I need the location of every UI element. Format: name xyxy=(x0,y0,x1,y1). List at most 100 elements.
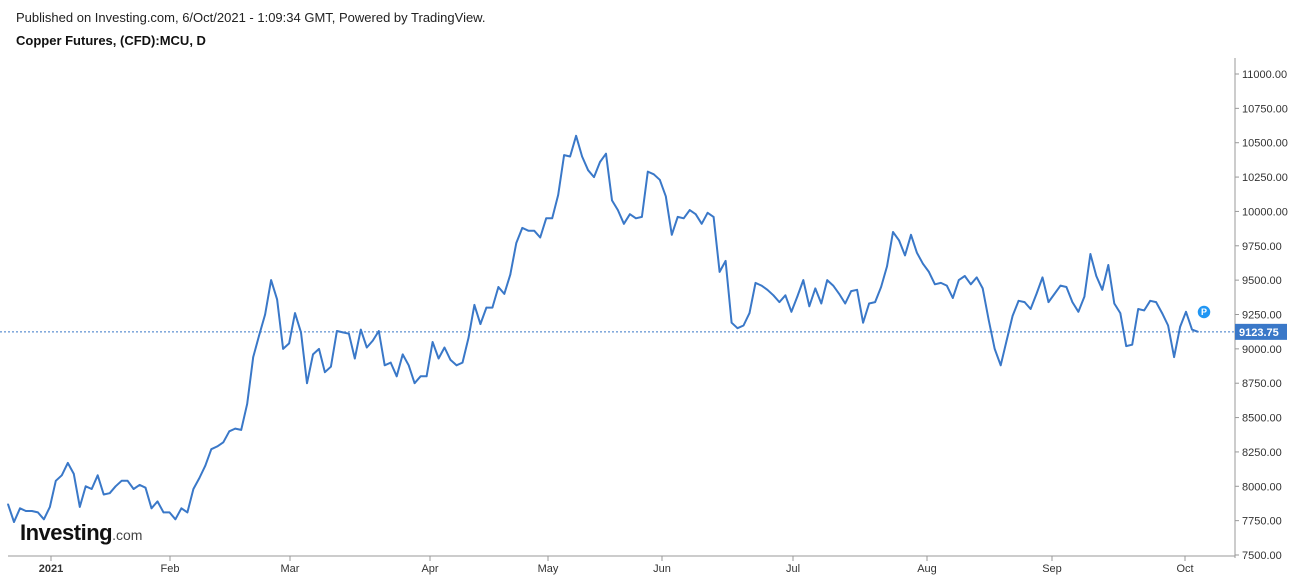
series-point xyxy=(126,480,129,482)
series-point xyxy=(659,179,661,181)
marker-label[interactable]: P xyxy=(1201,307,1207,317)
series-point xyxy=(288,342,290,345)
series-point xyxy=(916,251,918,254)
series-point xyxy=(162,511,165,514)
x-axis: 2021 Feb Mar Apr May Jun Jul Aug Sep Oct xyxy=(8,555,1235,575)
series-points xyxy=(7,135,1199,523)
series-point xyxy=(1161,312,1163,314)
series-point xyxy=(282,348,284,350)
series-point xyxy=(49,506,51,508)
series-point xyxy=(892,231,894,233)
series-point xyxy=(90,488,93,490)
series-point xyxy=(671,234,673,236)
series-point xyxy=(539,236,541,239)
series-point xyxy=(832,284,834,287)
series-point xyxy=(754,282,757,284)
series-point xyxy=(629,213,631,215)
x-tick-label: Oct xyxy=(1176,563,1193,575)
series-point xyxy=(37,511,39,514)
chart-symbol-title: Copper Futures, (CFD):MCU, D xyxy=(16,33,206,48)
series-point xyxy=(1149,300,1151,302)
series-point xyxy=(964,275,966,277)
series-point xyxy=(563,154,565,156)
series-point xyxy=(898,239,900,242)
series-point xyxy=(599,161,601,163)
series-point xyxy=(312,353,314,356)
series-point xyxy=(665,195,667,198)
series-point xyxy=(19,507,21,510)
series-point xyxy=(198,477,201,479)
series-point xyxy=(922,262,924,265)
series-point xyxy=(718,271,721,273)
series-point xyxy=(240,429,242,431)
marker-circle[interactable] xyxy=(1196,304,1212,320)
series-point xyxy=(928,271,930,273)
series-point xyxy=(84,485,87,488)
series-point xyxy=(575,135,577,137)
series-point xyxy=(150,507,153,510)
series-point xyxy=(360,328,362,331)
series-point xyxy=(647,170,649,173)
series-point xyxy=(1107,264,1110,266)
series-point xyxy=(802,279,805,281)
series-point xyxy=(330,365,332,368)
series-point xyxy=(862,321,864,324)
series-point xyxy=(324,371,326,374)
series-point xyxy=(96,474,99,477)
series-point xyxy=(545,217,547,220)
series-point xyxy=(222,441,225,444)
series-point xyxy=(252,356,254,358)
series-point xyxy=(372,339,374,342)
series-point xyxy=(521,227,524,229)
series-point xyxy=(1089,253,1092,255)
series-point xyxy=(258,334,261,336)
series-point xyxy=(55,480,57,482)
series-point xyxy=(850,290,852,292)
x-tick-label: Feb xyxy=(161,563,180,575)
series-point xyxy=(270,279,272,281)
series-point xyxy=(760,284,763,287)
series-point xyxy=(999,364,1002,367)
series-point xyxy=(443,346,446,349)
last-price-label: 9123.75 xyxy=(1239,327,1279,339)
series-point xyxy=(748,312,751,314)
y-tick-label: 7750.00 xyxy=(1242,516,1282,528)
x-tick-label: 2021 xyxy=(39,563,63,575)
series-point xyxy=(114,485,117,488)
series-point xyxy=(904,254,906,257)
series-point xyxy=(808,305,811,308)
series-point xyxy=(820,302,823,305)
series-point xyxy=(593,176,595,178)
series-point xyxy=(449,359,452,361)
y-tick-label: 8750.00 xyxy=(1242,378,1282,390)
series-point xyxy=(31,510,33,512)
x-tick-label: Sep xyxy=(1042,563,1062,575)
last-price-badge: 9123.75 xyxy=(1235,323,1287,340)
series-point xyxy=(784,294,787,297)
series-point xyxy=(395,375,398,378)
series-point xyxy=(1131,343,1133,346)
series-point xyxy=(407,364,410,367)
marker-badge[interactable]: P xyxy=(1196,304,1212,320)
series-point xyxy=(348,332,350,335)
series-point xyxy=(1101,289,1104,291)
series-point xyxy=(342,331,344,334)
series-point xyxy=(766,289,769,291)
series-point xyxy=(533,229,535,232)
series-point xyxy=(970,283,972,286)
series-point xyxy=(515,242,518,244)
series-point xyxy=(144,486,147,489)
series-point xyxy=(1077,311,1080,313)
series-point xyxy=(378,330,380,332)
series-point xyxy=(174,518,177,521)
series-point xyxy=(1179,326,1181,328)
series-point xyxy=(1155,301,1157,303)
series-point xyxy=(156,500,159,503)
series-point xyxy=(772,294,775,297)
series-point xyxy=(742,324,745,327)
y-tick-label: 10250.00 xyxy=(1242,172,1288,184)
series-point xyxy=(838,293,840,295)
series-point xyxy=(712,216,715,218)
series-point xyxy=(724,260,727,262)
